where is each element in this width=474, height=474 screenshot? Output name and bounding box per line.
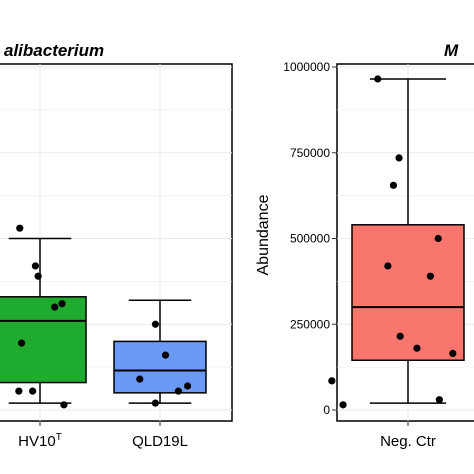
left-x-tick-label: HV10T [18,432,62,450]
left-data-point [58,300,66,308]
right-data-point [396,332,404,340]
right-panel-title: M [444,41,459,60]
right-panel: M Abundance 0 250000 500000 750000 1000000 N… [255,41,474,450]
right-data-point [449,349,457,358]
left-data-point [15,387,23,395]
right-data-point [384,262,392,270]
y-axis-label: Abundance [255,194,272,275]
left-data-point [174,387,182,395]
left-data-point [51,303,59,311]
left-data-point [136,375,144,383]
right-y-tick-label: 500000 [290,232,330,246]
right-data-point [395,154,403,162]
left-boxes [0,224,207,409]
left-data-point [184,382,192,390]
left-data-point [29,387,37,395]
left-data-point [161,351,170,359]
left-data-point [18,339,26,347]
left-x-tick-label: QLD19L [132,433,188,450]
left-x-tick-superscript: T [56,432,62,443]
right-box [351,224,465,362]
right-data-point [435,396,443,404]
right-y-tick-label: 750000 [290,146,330,160]
right-data-point [328,377,336,385]
left-panel-title: alibacterium [4,41,104,60]
left-data-point [16,224,24,232]
right-y-tick-label: 0 [323,403,330,417]
right-y-tick-label: 1000000 [283,60,330,74]
left-x-axis-ticks: HV10T QLD19L [18,421,188,450]
left-data-point [34,272,42,280]
right-data-point [434,234,442,243]
right-data-point [413,344,421,352]
left-data-point [60,401,68,409]
right-data-point [389,181,398,189]
left-box [113,340,207,394]
left-data-point [151,320,159,328]
right-y-tick-label: 250000 [290,317,330,331]
right-data-point [426,272,434,280]
left-data-point [151,399,159,407]
right-y-axis-ticks: 0 250000 500000 750000 1000000 [283,60,337,417]
left-data-point [31,262,39,270]
left-panel: alibacterium HV10T QLD19L [0,41,233,450]
left-box [0,296,87,384]
right-data-point [374,75,382,83]
right-x-axis-ticks: Neg. Ctr [380,421,436,450]
right-x-tick-label: Neg. Ctr [380,433,436,450]
right-boxes [328,75,465,409]
right-data-point [339,401,347,409]
